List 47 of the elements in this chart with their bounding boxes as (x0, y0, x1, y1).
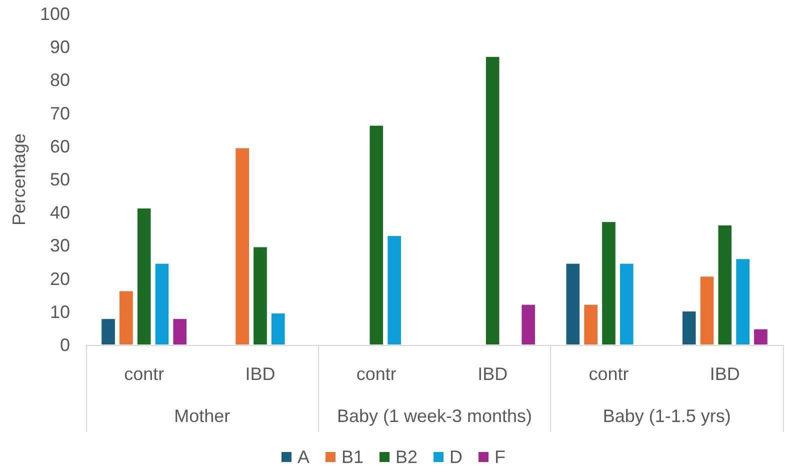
bar (136, 208, 152, 345)
bar (682, 310, 696, 345)
legend-label: D (450, 447, 463, 467)
legend-label: F (494, 447, 506, 467)
text: Baby (1 week-3 months) (336, 406, 532, 426)
bar (700, 276, 714, 345)
text: Mother (174, 406, 230, 426)
bar (584, 304, 598, 345)
y-axis-title: Percentage (9, 133, 29, 226)
bar (485, 56, 500, 345)
x-tick-label: IBD (478, 364, 508, 384)
bar (270, 312, 286, 345)
bar (718, 224, 732, 345)
y-tick-label: 100 (40, 4, 70, 24)
bar (172, 318, 188, 345)
y-tick-label: 60 (50, 136, 70, 156)
bar (119, 290, 134, 345)
bar (369, 125, 384, 345)
x-tick-label: contr (356, 364, 396, 384)
x-tick-label: IBD (245, 364, 276, 384)
y-tick-label: 10 (50, 302, 70, 322)
x-tick-label: IBD (710, 364, 740, 384)
y-tick-label: 50 (50, 170, 70, 190)
x-tick-label: contr (124, 364, 164, 384)
y-tick-label: 30 (50, 236, 70, 256)
y-tick-label: 90 (50, 37, 70, 58)
text: Baby (1-1.5 yrs) (602, 406, 731, 426)
y-tick-label: 40 (50, 202, 70, 223)
bar (387, 235, 402, 345)
bar (521, 304, 536, 345)
bar (602, 222, 616, 345)
legend-label: B1 (341, 447, 364, 467)
legend-label: A (297, 447, 310, 467)
legend-label: B2 (396, 447, 418, 467)
y-tick-label: 20 (50, 268, 70, 289)
bar (101, 318, 116, 345)
bar (566, 263, 580, 345)
bar (253, 246, 268, 345)
x-tick-label: contr (588, 364, 629, 384)
bar (736, 258, 750, 345)
bar (235, 148, 250, 345)
bar (754, 328, 768, 345)
bar (619, 263, 634, 345)
y-tick-label: 0 (60, 335, 70, 355)
y-tick-label: 80 (50, 70, 70, 90)
y-tick-label: 70 (50, 103, 70, 124)
bar (154, 263, 170, 345)
